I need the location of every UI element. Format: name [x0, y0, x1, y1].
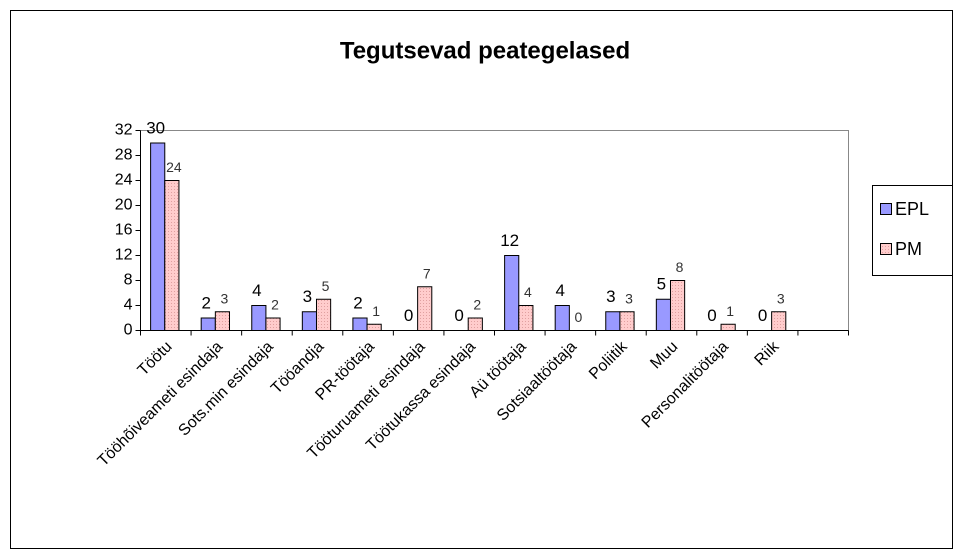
value-label: 7 — [423, 265, 431, 281]
value-label: 0 — [758, 306, 767, 325]
value-label: 2 — [473, 297, 481, 313]
bar — [669, 280, 686, 331]
value-label: 12 — [500, 231, 519, 250]
legend-label: EPL — [895, 199, 929, 219]
bar — [200, 317, 216, 331]
value-label: 5 — [657, 275, 666, 294]
value-label: 3 — [303, 287, 312, 306]
legend-box — [872, 185, 953, 276]
bar — [771, 311, 787, 331]
y-tick-label: 24 — [115, 172, 133, 189]
value-label: 3 — [606, 287, 615, 306]
value-label: 0 — [707, 306, 716, 325]
value-label: 1 — [372, 303, 380, 319]
bar — [150, 142, 166, 331]
value-label: 24 — [166, 159, 182, 175]
bar — [655, 298, 671, 331]
legend-label: PM — [895, 239, 922, 259]
value-label: 4 — [252, 281, 261, 300]
y-tick-label: 20 — [115, 197, 133, 214]
bar — [265, 317, 281, 331]
bar — [417, 286, 433, 331]
y-tick-label: 0 — [124, 322, 133, 339]
bar — [251, 305, 267, 331]
value-label: 3 — [221, 290, 229, 306]
y-tick-label: 32 — [115, 122, 133, 139]
value-label: 0 — [454, 306, 463, 325]
y-tick-label: 16 — [115, 222, 133, 239]
bar — [301, 311, 317, 331]
bar — [720, 323, 736, 331]
value-label: 4 — [556, 281, 565, 300]
bar — [352, 317, 368, 331]
value-label: 0 — [575, 309, 583, 325]
bar — [467, 317, 483, 331]
bar — [605, 311, 621, 331]
value-label: 2 — [271, 297, 279, 313]
legend-swatch — [880, 243, 892, 255]
bar — [164, 180, 180, 331]
value-label: 0 — [404, 306, 413, 325]
value-label: 30 — [146, 118, 165, 137]
value-label: 3 — [625, 290, 633, 306]
bar — [214, 311, 231, 331]
y-tick-label: 8 — [124, 272, 133, 289]
value-label: 8 — [676, 259, 684, 275]
value-label: 3 — [777, 290, 785, 306]
y-tick-label: 28 — [115, 147, 133, 164]
bar — [619, 311, 635, 331]
y-tick-label: 12 — [115, 247, 133, 264]
bar — [518, 305, 534, 331]
value-label: 5 — [322, 278, 330, 294]
bar — [554, 305, 570, 331]
value-label: 1 — [726, 303, 734, 319]
bar — [366, 323, 382, 331]
value-label: 2 — [202, 293, 211, 312]
y-tick-label: 4 — [124, 297, 133, 314]
chart-title: Tegutsevad peategelased — [340, 37, 630, 64]
plot-area — [140, 130, 849, 331]
bar — [504, 255, 520, 331]
value-label: 2 — [353, 293, 362, 312]
legend-swatch — [880, 203, 892, 215]
bar — [315, 298, 332, 331]
value-label: 4 — [524, 284, 532, 300]
